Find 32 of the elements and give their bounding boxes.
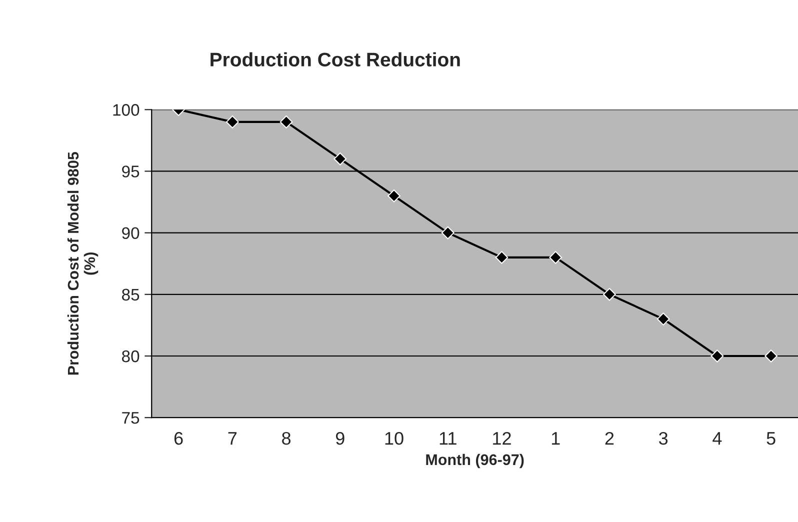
point	[388, 189, 400, 202]
point	[764, 350, 778, 362]
y-tick-label: 85	[122, 288, 140, 301]
point	[603, 288, 616, 301]
x-tick-label: 3	[659, 432, 668, 445]
x-tick-label: 8	[282, 432, 291, 445]
x-tick-label: 6	[174, 432, 183, 445]
x-tick-label: 10	[385, 432, 404, 445]
point	[280, 116, 293, 128]
y-axis-title: Production Cost of Model 9805 (%)	[67, 152, 98, 375]
y-tick-label: 80	[122, 350, 140, 362]
x-axis-title: Month (96-97)	[426, 454, 524, 468]
x-tick-label: 1	[552, 432, 560, 445]
y-tick-label: 75	[122, 412, 140, 424]
y-tick-label: 90	[122, 227, 140, 240]
y-tick-label: 95	[122, 166, 140, 178]
x-tick-label: 12	[493, 432, 511, 445]
point	[441, 226, 454, 240]
x-tick-label: 7	[228, 432, 237, 445]
x-tick-label: 9	[336, 432, 344, 445]
point	[334, 152, 347, 166]
x-tick-label: 2	[605, 432, 614, 445]
point	[656, 312, 670, 326]
y-tick-label: 100	[113, 104, 140, 116]
x-tick-label: 4	[712, 432, 722, 445]
x-tick-label: 11	[440, 432, 456, 445]
x-tick-label: 5	[766, 432, 776, 445]
point	[495, 251, 508, 264]
point	[549, 251, 562, 264]
point	[226, 116, 239, 128]
chart-title: Production Cost Reduction	[210, 52, 460, 66]
point	[710, 350, 724, 362]
